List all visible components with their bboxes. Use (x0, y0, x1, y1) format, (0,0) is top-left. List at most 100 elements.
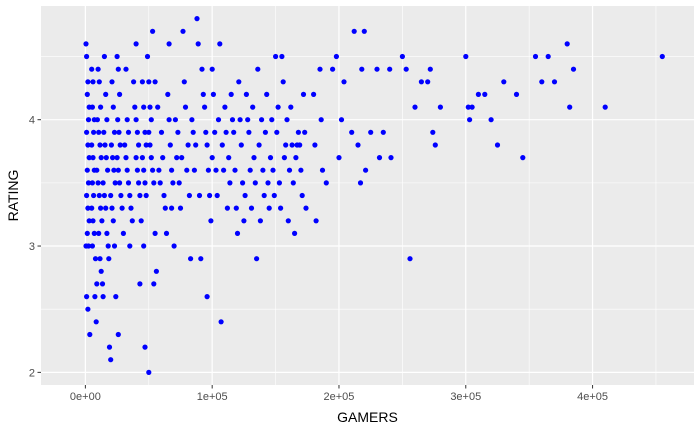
data-point (200, 91, 206, 97)
data-point (91, 230, 97, 236)
data-point (127, 243, 133, 249)
data-point (84, 192, 90, 199)
data-point (89, 142, 95, 148)
data-point (226, 155, 232, 161)
data-point (91, 192, 97, 199)
data-point (274, 129, 280, 135)
data-point (90, 218, 96, 224)
data-point (150, 28, 156, 34)
data-point (132, 104, 138, 110)
data-point (319, 167, 326, 173)
data-point (284, 117, 290, 123)
data-point (143, 142, 149, 148)
data-point (212, 129, 218, 135)
data-point (399, 53, 405, 60)
data-point (231, 129, 237, 135)
data-point (494, 142, 501, 148)
data-point (376, 155, 383, 161)
data-point (330, 66, 336, 72)
data-point (273, 53, 279, 60)
data-point (109, 79, 115, 85)
data-point (193, 142, 199, 148)
data-point (94, 281, 100, 287)
data-point (133, 117, 139, 123)
data-point (179, 155, 185, 161)
data-point (122, 142, 128, 148)
data-point (89, 104, 95, 110)
data-point (111, 167, 117, 173)
data-point (222, 104, 228, 110)
data-point (111, 243, 118, 249)
data-point (564, 41, 570, 47)
data-point (150, 167, 156, 173)
x-tick-label: 2e+05 (324, 391, 355, 403)
data-point (136, 180, 142, 186)
data-point (180, 28, 186, 34)
data-point (151, 180, 157, 186)
data-point (134, 129, 140, 135)
data-point (303, 205, 309, 211)
data-point (300, 91, 307, 97)
data-point (204, 294, 210, 300)
data-point (84, 230, 90, 236)
data-point (177, 205, 184, 211)
y-tick-label: 3 (29, 241, 35, 253)
data-point (110, 155, 116, 161)
data-point (87, 331, 93, 338)
data-point (92, 294, 98, 300)
data-point (355, 142, 361, 148)
data-point (169, 167, 175, 173)
data-point (97, 142, 103, 148)
data-point (465, 104, 471, 110)
data-point (501, 79, 507, 85)
data-point (124, 167, 130, 173)
data-point (100, 294, 106, 300)
data-point (430, 129, 436, 135)
data-point (156, 167, 162, 173)
data-point (94, 117, 100, 123)
data-point (103, 91, 109, 97)
data-point (95, 66, 101, 72)
data-point (336, 155, 342, 161)
data-point (233, 205, 239, 211)
data-point (171, 243, 177, 249)
data-point (432, 142, 438, 148)
data-point (298, 167, 304, 173)
data-point (264, 91, 270, 97)
data-point (114, 155, 120, 161)
data-point (160, 155, 166, 161)
data-point (278, 205, 284, 211)
data-point (89, 180, 95, 186)
data-point (137, 192, 143, 199)
data-point (368, 129, 374, 135)
data-point (260, 167, 266, 173)
data-point (269, 117, 275, 123)
data-point (146, 129, 152, 135)
data-point (148, 117, 154, 123)
data-point (99, 281, 106, 287)
data-point (115, 66, 121, 72)
data-point (139, 79, 145, 85)
data-point (99, 218, 105, 224)
data-point (157, 180, 163, 186)
data-point (275, 104, 281, 110)
x-axis-title: GAMERS (337, 409, 398, 425)
data-point (223, 129, 229, 135)
data-point (90, 155, 96, 161)
data-point (195, 41, 201, 47)
data-point (120, 230, 126, 236)
data-point (318, 117, 324, 123)
data-point (659, 53, 665, 60)
data-point (153, 268, 159, 274)
data-point (513, 91, 520, 97)
data-point (186, 192, 192, 199)
data-point (191, 167, 197, 173)
data-point (475, 91, 481, 97)
data-point (181, 79, 187, 85)
y-tick-label: 4 (29, 115, 35, 127)
data-point (167, 142, 173, 148)
data-point (146, 79, 152, 85)
data-point (166, 117, 172, 123)
data-point (141, 243, 147, 249)
data-point (257, 218, 263, 224)
